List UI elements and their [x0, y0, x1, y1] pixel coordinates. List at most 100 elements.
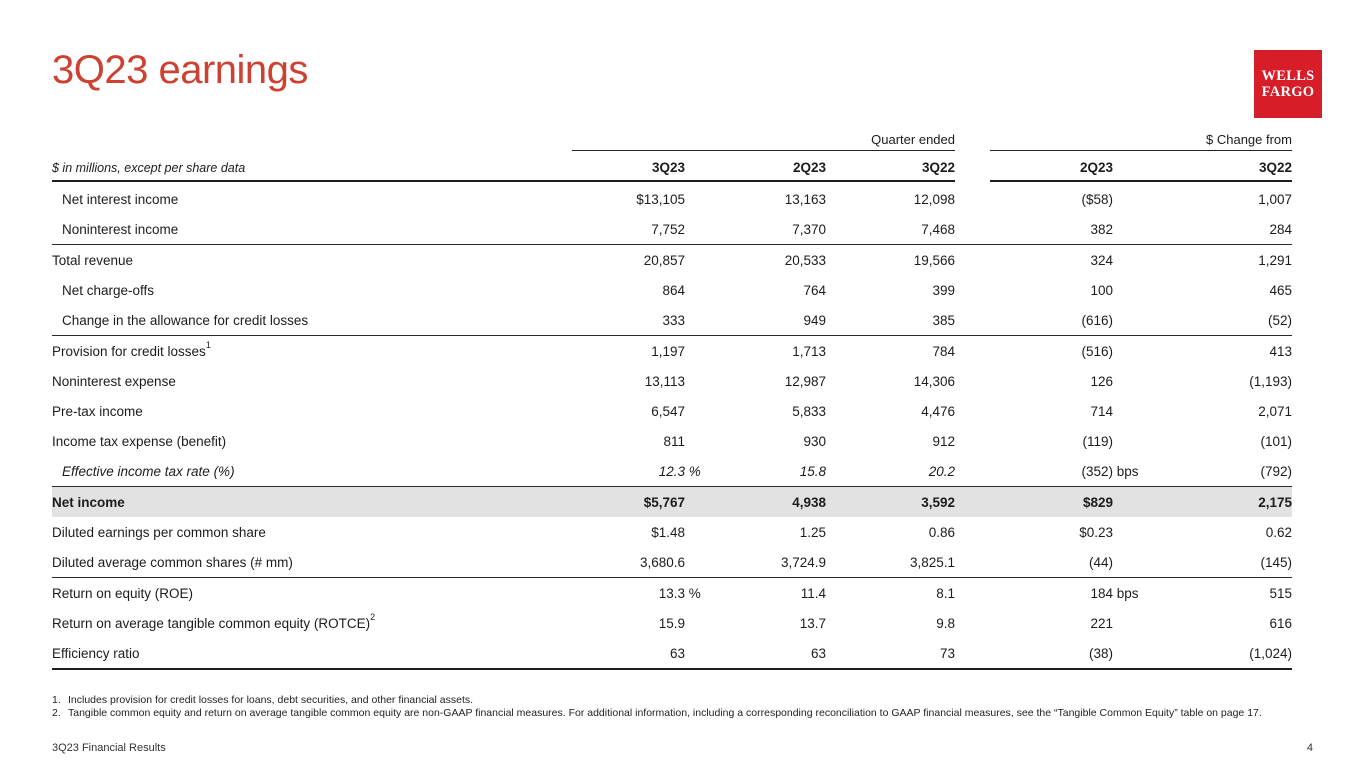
- column-header-2q23: 2Q23: [792, 160, 826, 175]
- cell-2q23: 7,370: [792, 221, 826, 237]
- footnote-2: 2. Tangible common equity and return on …: [52, 707, 1277, 720]
- cell-chg-3q22: (792): [1260, 463, 1292, 479]
- cell-chg-2q23: (352) bps: [1081, 463, 1139, 479]
- cell-chg-3q22: (101): [1260, 433, 1292, 449]
- cell-3q23: 13.3 %: [658, 585, 701, 601]
- cell-3q23: 63: [669, 645, 685, 661]
- cell-3q22: 912: [932, 433, 955, 449]
- table-row: Return on average tangible common equity…: [52, 608, 1292, 638]
- row-label: Return on average tangible common equity…: [52, 612, 376, 631]
- cell-chg-3q22: 1,007: [1258, 191, 1292, 207]
- table-row: Change in the allowance for credit losse…: [52, 305, 1292, 336]
- table-row: Net charge-offs 864 764 399 100 465: [52, 275, 1292, 305]
- row-label: Change in the allowance for credit losse…: [62, 312, 309, 328]
- cell-3q23: 7,752: [651, 221, 685, 237]
- cell-3q22: 3,592: [921, 494, 955, 510]
- column-header-left: $ in millions, except per share data 3Q2…: [52, 160, 955, 182]
- group-quarter-ended-label: Quarter ended: [871, 132, 955, 147]
- table-row: Income tax expense (benefit) 811 930 912 (11…: [52, 426, 1292, 456]
- cell-3q22: 8.1: [936, 585, 955, 601]
- table-row: Net income $5,767 4,938 3,592 $829 2,175: [52, 487, 1292, 517]
- table-row: Return on equity (ROE) 13.3 % 11.4 8.1 184 b…: [52, 578, 1292, 608]
- group-quarter-ended: Quarter ended: [572, 132, 955, 151]
- cell-chg-2q23: (44): [1088, 554, 1113, 570]
- column-header-chg-2q23: 2Q23: [1079, 160, 1113, 175]
- slide-footer: 3Q23 Financial Results 4: [52, 742, 1313, 754]
- table-row: Diluted average common shares (# mm) 3,68…: [52, 547, 1292, 578]
- row-label: Net interest income: [62, 191, 179, 207]
- cell-3q22: 20.2: [928, 463, 955, 479]
- cell-3q23: 15.9: [658, 615, 685, 631]
- footnote-ref-icon: 1: [205, 340, 211, 350]
- cell-chg-3q22: 1,291: [1258, 252, 1292, 268]
- wells-fargo-logo: WELLS FARGO: [1254, 50, 1322, 118]
- cell-3q22: 784: [932, 343, 955, 359]
- cell-2q23: 1.25: [799, 524, 826, 540]
- cell-2q23: 63: [810, 645, 826, 661]
- cell-chg-3q22: 2,071: [1258, 403, 1292, 419]
- cell-2q23: 5,833: [792, 403, 826, 419]
- row-label: Return on equity (ROE): [52, 585, 194, 601]
- row-label: Efficiency ratio: [52, 645, 140, 661]
- row-label: Net charge-offs: [62, 282, 155, 298]
- cell-3q22: 9.8: [936, 615, 955, 631]
- cell-chg-3q22: 0.62: [1265, 524, 1292, 540]
- group-change-from-label: $ Change from: [1206, 132, 1292, 147]
- cell-3q23: $1.48: [651, 524, 685, 540]
- cell-chg-2q23: ($58): [1081, 191, 1113, 207]
- cell-chg-3q22: 616: [1269, 615, 1292, 631]
- cell-chg-2q23: 714: [1090, 403, 1113, 419]
- table-units-note: $ in millions, except per share data: [52, 161, 246, 175]
- cell-chg-2q23: (119): [1082, 433, 1113, 449]
- column-header-row: $ in millions, except per share data 3Q2…: [52, 151, 1292, 182]
- logo-line2: FARGO: [1261, 84, 1315, 100]
- cell-chg-2q23: (38): [1088, 645, 1113, 661]
- cell-chg-2q23: 126: [1090, 373, 1113, 389]
- row-label: Provision for credit losses1: [52, 340, 211, 359]
- cell-chg-3q22: 515: [1269, 585, 1292, 601]
- row-label: Pre-tax income: [52, 403, 143, 419]
- cell-3q23: 864: [662, 282, 685, 298]
- column-header-right: 2Q23 3Q22: [990, 160, 1292, 182]
- cell-3q23: 333: [662, 312, 685, 328]
- cell-2q23: 11.4: [800, 585, 826, 601]
- cell-chg-3q22: (52): [1267, 312, 1292, 328]
- cell-2q23: 4,938: [792, 494, 826, 510]
- group-header-row: Quarter ended $ Change from: [52, 131, 1292, 151]
- cell-chg-2q23: $0.23: [1079, 524, 1113, 540]
- footnote-1-text: Includes provision for credit losses for…: [68, 694, 474, 706]
- table-body: Net interest income $13,105 13,163 12,098 ($…: [52, 182, 1292, 670]
- column-header-3q23: 3Q23: [651, 160, 685, 175]
- cell-2q23: 3,724.9: [780, 554, 826, 570]
- footnotes: 1. Includes provision for credit losses …: [52, 694, 1277, 720]
- slide-header: 3Q23 earnings WELLS FARGO: [52, 48, 1322, 118]
- cell-3q22: 73: [939, 645, 955, 661]
- cell-3q23: $13,105: [636, 191, 685, 207]
- cell-chg-3q22: (1,024): [1249, 645, 1292, 661]
- cell-chg-2q23: 100: [1090, 282, 1113, 298]
- page-title: 3Q23 earnings: [52, 48, 308, 92]
- table-row: Effective income tax rate (%) 12.3 % 15.8 2…: [52, 456, 1292, 487]
- footnote-2-text: Tangible common equity and return on ave…: [68, 707, 1262, 719]
- cell-2q23: 20,533: [784, 252, 826, 268]
- table-row: Total revenue 20,857 20,533 19,566 324 1,291: [52, 245, 1292, 275]
- footnote-2-number: 2.: [52, 707, 61, 719]
- row-label: Diluted earnings per common share: [52, 524, 266, 540]
- logo-line1: WELLS: [1261, 68, 1315, 84]
- cell-3q23: 12.3 %: [658, 463, 701, 479]
- cell-3q23: 3,680.6: [639, 554, 685, 570]
- footnote-ref-icon: 2: [370, 612, 376, 622]
- cell-3q23: 811: [663, 433, 685, 449]
- table-row: Noninterest income 7,752 7,370 7,468 382 284: [52, 214, 1292, 245]
- row-label: Total revenue: [52, 252, 134, 268]
- row-label: Effective income tax rate (%): [62, 463, 235, 479]
- table-row: Net interest income $13,105 13,163 12,098 ($…: [52, 184, 1292, 214]
- cell-chg-3q22: 284: [1269, 221, 1292, 237]
- cell-chg-3q22: 2,175: [1258, 494, 1292, 510]
- column-header-3q22: 3Q22: [921, 160, 955, 175]
- page-number: 4: [1306, 742, 1313, 754]
- cell-3q22: 14,306: [913, 373, 955, 389]
- cell-chg-3q22: (145): [1260, 554, 1292, 570]
- cell-chg-3q22: (1,193): [1249, 373, 1292, 389]
- earnings-table: Quarter ended $ Change from $ in million…: [52, 131, 1292, 670]
